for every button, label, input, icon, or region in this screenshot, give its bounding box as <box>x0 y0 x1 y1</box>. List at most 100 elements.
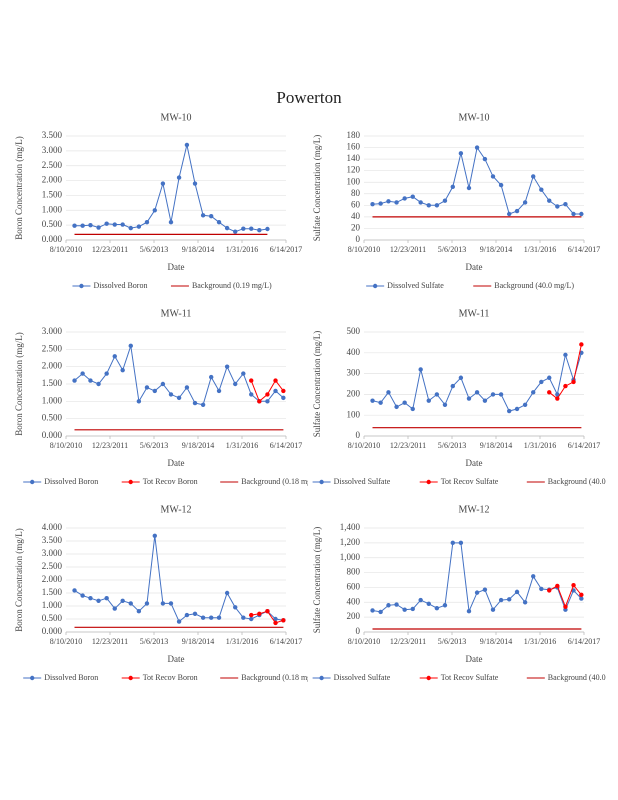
y-tick-label: 1,200 <box>340 537 361 547</box>
data-point <box>273 616 278 622</box>
x-tick-label: 9/18/2014 <box>480 441 512 450</box>
y-tick-label: 0.500 <box>42 613 63 623</box>
x-axis-label: Date <box>168 458 185 468</box>
data-point <box>579 211 584 217</box>
x-tick-label: 8/10/2010 <box>348 637 380 646</box>
legend-marker <box>79 283 84 289</box>
x-tick-label: 6/14/2017 <box>270 637 302 646</box>
y-tick-label: 100 <box>347 409 361 419</box>
x-tick-label: 1/31/2016 <box>226 441 258 450</box>
y-tick-label: 400 <box>347 596 361 606</box>
data-point <box>160 181 166 186</box>
x-tick-label: 6/14/2017 <box>568 441 600 450</box>
legend-label: Tot Recov Sulfate <box>441 477 499 486</box>
x-tick-label: 6/14/2017 <box>270 441 302 450</box>
chart-title: MW-10 <box>160 112 191 123</box>
data-point <box>442 402 448 407</box>
data-point <box>281 388 286 394</box>
data-point <box>563 604 568 609</box>
data-point <box>547 198 552 203</box>
data-point <box>80 371 85 376</box>
data-point <box>160 381 166 387</box>
x-tick-label: 9/18/2014 <box>182 637 214 646</box>
data-point <box>72 223 77 228</box>
data-point <box>394 602 399 607</box>
data-point <box>539 379 544 385</box>
x-tick-label: 9/18/2014 <box>182 245 214 254</box>
x-tick-label: 8/10/2010 <box>50 245 82 254</box>
data-point <box>249 378 254 383</box>
y-tick-label: 80 <box>351 188 361 198</box>
legend-label: Dissolved Sulfate <box>334 673 391 682</box>
series-line <box>372 146 582 215</box>
data-point <box>273 620 278 626</box>
y-tick-label: 100 <box>347 176 361 186</box>
data-point <box>241 615 246 620</box>
data-point <box>474 590 480 595</box>
chart-title: MW-11 <box>459 308 490 319</box>
y-tick-label: 600 <box>347 581 361 591</box>
data-point <box>410 406 415 412</box>
y-tick-label: 3.500 <box>42 535 63 545</box>
legend-marker <box>128 479 133 485</box>
data-point <box>426 601 431 606</box>
data-point <box>224 364 230 369</box>
y-axis-label: Boron Concentration (mg/L) <box>14 528 24 631</box>
data-point <box>482 398 488 403</box>
data-point <box>176 175 182 180</box>
data-point <box>265 392 270 397</box>
data-point <box>571 583 576 588</box>
data-point <box>72 378 77 383</box>
data-point <box>281 395 286 401</box>
data-point <box>514 208 520 214</box>
legend-label: Background (40.0 mg/L) <box>548 477 606 486</box>
data-point <box>531 390 536 395</box>
data-point <box>88 222 93 228</box>
data-point <box>168 392 174 397</box>
legend-marker <box>30 479 35 485</box>
legend-marker <box>426 675 431 681</box>
y-tick-label: 60 <box>351 199 361 209</box>
y-tick-label: 20 <box>351 223 361 233</box>
data-point <box>104 221 109 226</box>
data-point <box>378 609 383 615</box>
data-point <box>249 392 254 397</box>
data-point <box>257 611 262 616</box>
data-point <box>402 607 407 612</box>
data-point <box>386 603 391 608</box>
y-tick-label: 1,400 <box>340 522 361 532</box>
y-tick-label: 0.000 <box>42 626 63 636</box>
legend-label: Background (40.0 mg/L) <box>494 281 574 290</box>
data-point <box>72 588 77 593</box>
data-point <box>402 196 407 201</box>
chart: MW-12 0.000 0.500 1.000 1.500 2.000 2.500 3.000… <box>14 504 308 682</box>
data-point <box>386 199 391 204</box>
y-tick-label: 300 <box>347 368 361 378</box>
data-point <box>458 375 464 380</box>
chart: MW-12 0 200 400 600 800 1,000 1,200 1,400 8/10/20… <box>312 504 606 682</box>
data-point <box>80 223 85 228</box>
data-point <box>418 200 423 205</box>
data-point <box>547 390 552 395</box>
x-tick-label: 1/31/2016 <box>226 245 258 254</box>
data-point <box>466 185 472 191</box>
x-tick-label: 1/31/2016 <box>524 441 556 450</box>
y-tick-label: 0.500 <box>42 413 63 423</box>
data-point <box>249 612 254 618</box>
x-tick-label: 9/18/2014 <box>480 245 512 254</box>
x-tick-label: 8/10/2010 <box>50 441 82 450</box>
data-point <box>466 609 472 614</box>
x-tick-label: 5/6/2013 <box>140 441 168 450</box>
y-tick-label: 40 <box>351 211 361 221</box>
data-point <box>104 596 109 601</box>
x-tick-label: 1/31/2016 <box>524 637 556 646</box>
y-tick-label: 1.500 <box>42 189 63 199</box>
data-point <box>426 203 431 208</box>
chart: MW-11 0.000 0.500 1.000 1.500 2.000 2.500 3.000… <box>14 308 308 486</box>
data-point <box>200 615 206 620</box>
data-point <box>233 229 238 234</box>
data-point <box>490 607 496 612</box>
data-point <box>378 400 383 405</box>
x-axis-label: Date <box>168 262 185 272</box>
data-point <box>442 603 448 608</box>
